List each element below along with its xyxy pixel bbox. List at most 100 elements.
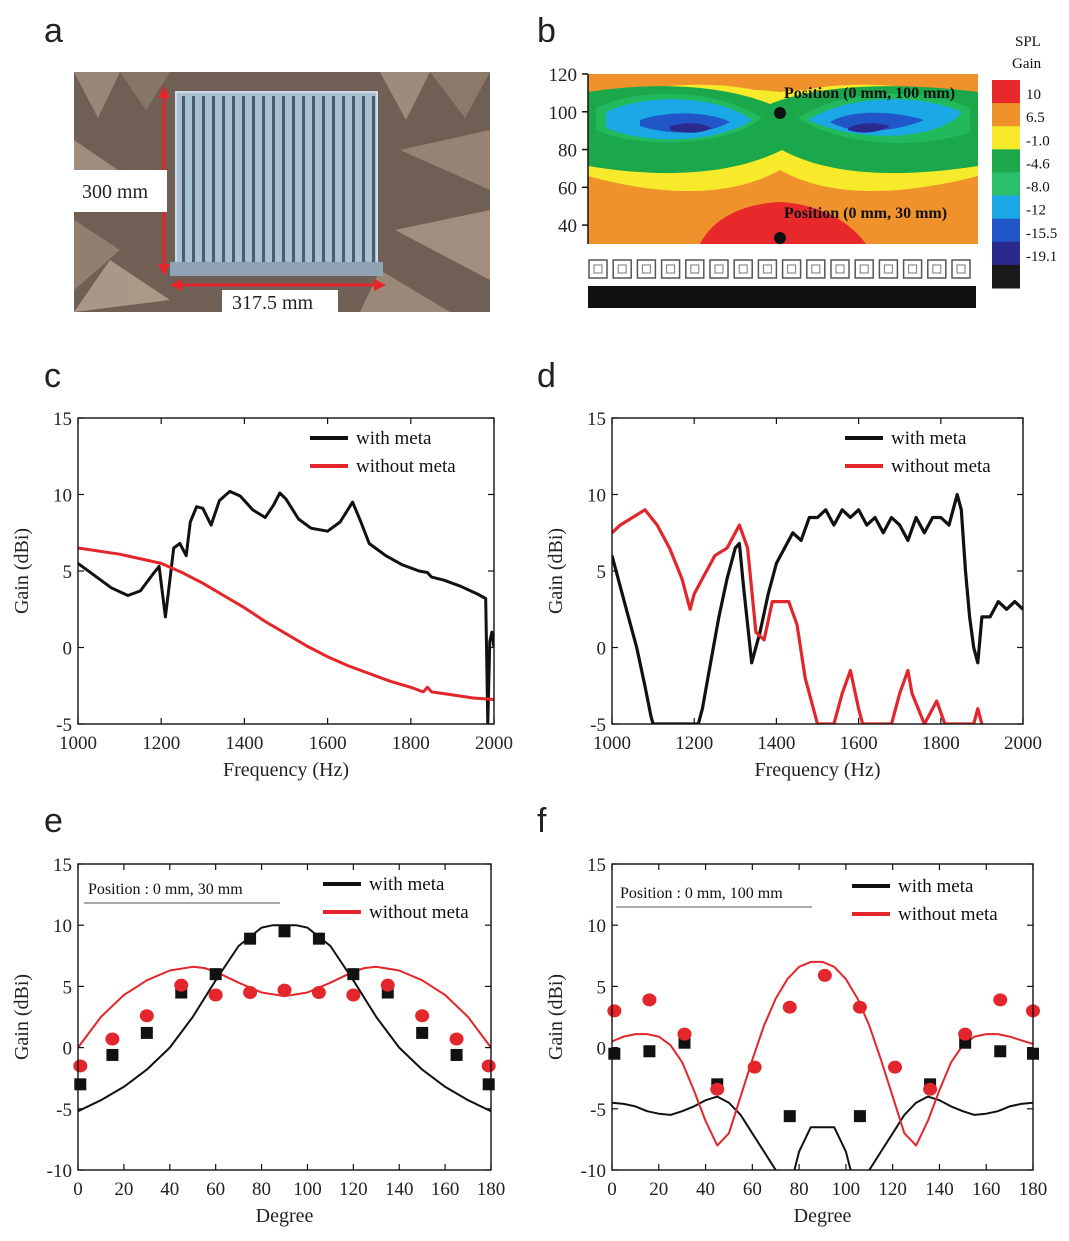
slat [252,96,255,264]
data-point-square [140,1026,153,1039]
unit-cell [660,259,681,279]
x-tick-label: 80 [252,1179,271,1200]
unit-cell [781,259,802,279]
slat [362,96,365,264]
metasurface-base [588,286,976,308]
colorbar-title-gain: Gain [1012,56,1042,72]
colorbar-swatch [992,126,1020,150]
y-tick-label: 10 [53,916,72,937]
y-tick-label: 15 [53,855,72,876]
colorbar-title-spl: SPL [1015,34,1041,50]
colorbar-swatch [992,103,1020,127]
data-point-circle [817,968,832,982]
height-arrowhead-top [158,86,170,98]
data-point-square [278,925,291,938]
unit-cell-inner [617,264,627,274]
data-point-circle [993,993,1008,1007]
data-point-circle [449,1032,464,1046]
chart-e: 0 20 40 60 80 100 120 140 160 180 -10 -5 0 5 10 15 Degre… [11,855,505,1227]
colorbar-level-label: 10 [1026,87,1041,103]
panel-a-photo: 300 mm 317.5 mm [72,72,490,314]
width-arrowhead-left [170,279,182,291]
data-point-circle [139,1009,154,1023]
x-tick-label: 1400 [757,733,795,754]
data-point-square [106,1048,119,1061]
width-label-box [222,290,338,314]
x-tick-label: 2000 [1004,733,1042,754]
slat [202,96,205,264]
data-point-square [209,968,222,981]
panel-label-e: e [44,802,63,840]
data-point-square [450,1048,463,1061]
data-point-circle [642,993,657,1007]
unit-cell-inner [762,264,772,274]
data-point-square [416,1026,429,1039]
slat [182,96,185,264]
y-tick-label: -10 [581,1161,606,1182]
x-tick-label: 40 [696,1179,715,1200]
position-point-100mm [774,107,786,119]
x-tick-label: 1200 [675,733,713,754]
data-point-circle [380,978,395,992]
y-axis-title: Gain (dBi) [11,528,33,614]
data-point-square [643,1045,656,1058]
series-line-with-meta [78,489,494,724]
slat [302,96,305,264]
map-ytick-label: 60 [558,178,577,199]
colorbar: 10 6.5 -1.0 -4.6 -8.0 -12 -15.5 -19.1 [992,80,1057,289]
unit-cell [588,259,608,279]
y-tick-label: 10 [53,486,72,507]
slat [312,96,315,264]
x-tick-label: 140 [925,1179,954,1200]
chart-d: 1000 1200 1400 1600 1800 2000 -5 0 5 10 15 Frequenc… [545,409,1042,781]
slat [322,96,325,264]
data-point-circle [105,1032,120,1046]
slat [242,96,245,264]
colorbar-level-label: -15.5 [1026,226,1057,242]
series-line-with-meta [78,924,491,1113]
colorbar-level-label: 6.5 [1026,110,1045,126]
data-point-circle [607,1004,622,1018]
height-label: 300 mm [82,181,149,203]
x-tick-label: 20 [649,1179,668,1200]
position-note: Position : 0 mm, 100 mm [620,885,783,902]
map-y-ticks: 120 100 80 60 40 [549,65,588,237]
data-point-circle [677,1027,692,1041]
x-tick-label: 0 [73,1179,83,1200]
unit-cell-inner [690,264,700,274]
position-note: Position : 0 mm, 30 mm [88,881,243,898]
x-tick-label: 120 [878,1179,907,1200]
data-point-circle [958,1027,973,1041]
data-point-square [74,1078,87,1091]
unit-cell [902,259,923,279]
panel-label-d: d [537,357,556,395]
plot-frame [77,863,492,1171]
height-arrowhead-bottom [158,264,170,276]
legend-label: without meta [898,904,998,925]
y-tick-label: -5 [56,1100,72,1121]
data-point-circle [481,1059,496,1073]
unit-cell [757,259,778,279]
slat [282,96,285,264]
data-point-circle [243,986,258,1000]
data-point-circle [208,988,223,1002]
y-tick-label: 0 [63,639,73,660]
colorbar-level-label: -4.6 [1026,156,1050,172]
height-label-box [72,170,167,212]
unit-cell [685,259,705,279]
width-label: 317.5 mm [232,292,314,314]
panel-label-b: b [537,12,556,50]
x-tick-label: 100 [293,1179,322,1200]
metasurface-panel [175,91,378,268]
x-tick-label: 1600 [309,733,347,754]
unit-cell-inner [811,264,821,274]
legend-label: without meta [356,456,456,477]
data-point-square [608,1047,621,1060]
legend-label: with meta [356,428,432,449]
chart-f: 0 20 40 60 80 100 120 140 160 180 -10 -5 0 5 10 15 Degre… [545,855,1047,1227]
y-tick-label: 0 [597,639,607,660]
colorbar-level-label: -19.1 [1026,249,1057,265]
y-tick-label: -5 [590,715,606,736]
data-point-circle [782,1000,797,1014]
